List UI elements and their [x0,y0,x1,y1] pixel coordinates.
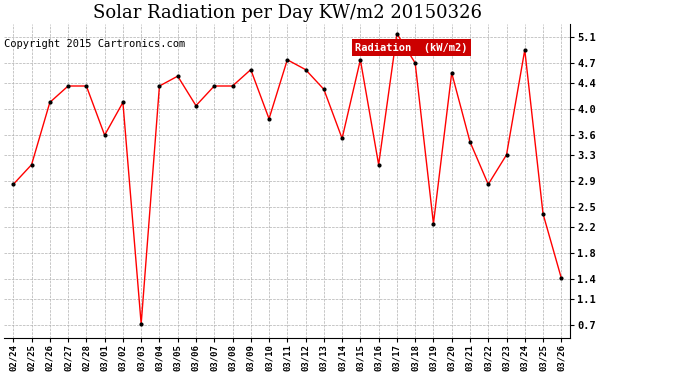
Text: Copyright 2015 Cartronics.com: Copyright 2015 Cartronics.com [4,39,186,49]
Text: Radiation  (kW/m2): Radiation (kW/m2) [355,43,468,52]
Title: Solar Radiation per Day KW/m2 20150326: Solar Radiation per Day KW/m2 20150326 [92,4,482,22]
